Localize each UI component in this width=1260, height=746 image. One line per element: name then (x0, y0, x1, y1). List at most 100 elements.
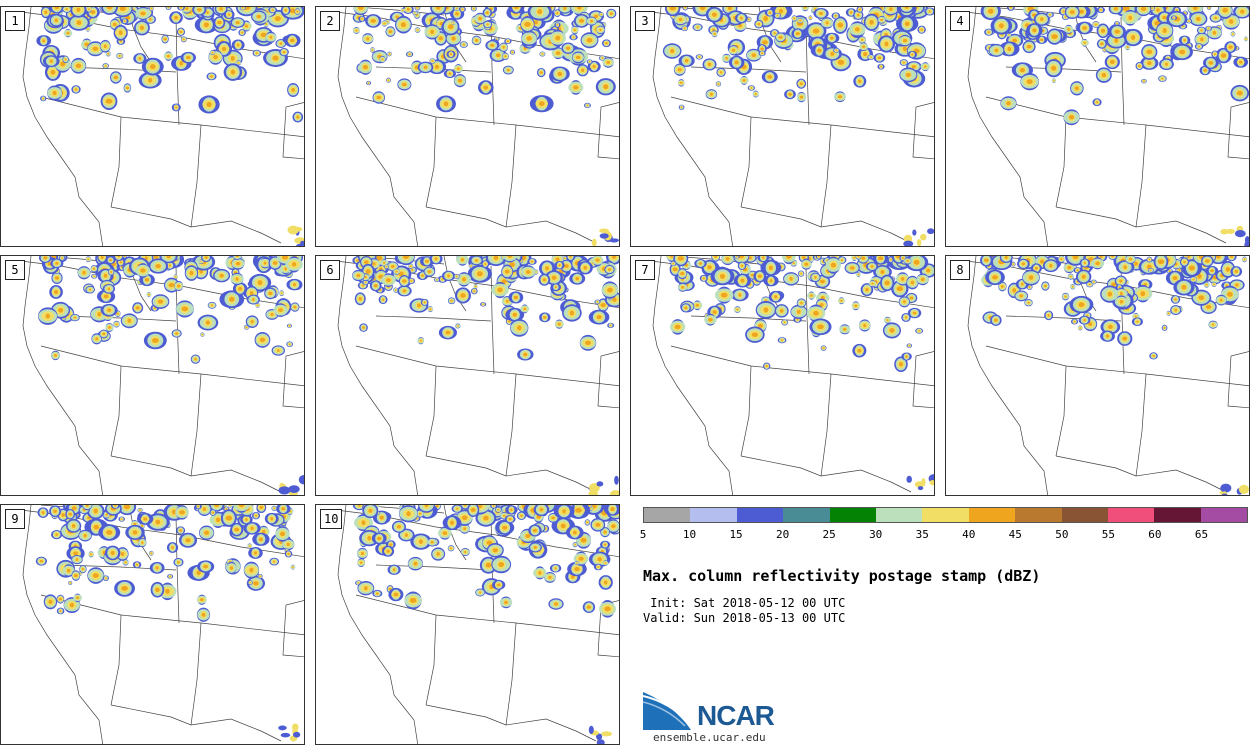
echo-cell (1077, 325, 1083, 331)
colorbar-segment (1200, 508, 1248, 522)
echo-cell (599, 233, 609, 239)
echo-cell (63, 28, 73, 38)
echo-cell (120, 313, 138, 329)
echo-cell (844, 261, 860, 274)
echo-cell (436, 95, 456, 113)
echo-cell (117, 505, 137, 516)
echo-cell (110, 71, 122, 84)
echo-cell (1026, 23, 1043, 38)
colorbar-segment (875, 508, 923, 522)
echo-cell (417, 61, 434, 74)
reflectivity-map (20, 7, 304, 246)
echo-cell (692, 23, 703, 31)
echo-cell (369, 280, 382, 292)
echo-cell (391, 520, 407, 533)
echo-cell (856, 271, 861, 278)
echo-cell (294, 8, 301, 15)
echo-cell (370, 47, 375, 53)
stamp-panel: 7 (630, 255, 935, 496)
echo-cell (711, 30, 718, 38)
echo-cell (372, 91, 386, 104)
echo-cell (478, 80, 494, 95)
echo-cell (290, 564, 296, 570)
echo-cell (219, 290, 245, 309)
echo-cell (677, 282, 688, 292)
echo-cell (1123, 28, 1143, 47)
echo-cell (208, 49, 223, 65)
echo-cell (1187, 7, 1204, 16)
reflectivity-map (335, 505, 619, 744)
echo-cell (194, 505, 202, 510)
echo-cell (550, 283, 562, 291)
echo-cell (414, 27, 421, 33)
echo-cell (1095, 67, 1112, 83)
echo-cell (246, 575, 266, 591)
echo-cell (891, 280, 909, 298)
echo-cell (595, 78, 616, 96)
stamp-panel: 2 (315, 6, 620, 247)
echo-cell (456, 256, 469, 266)
panel-number-label: 2 (320, 11, 340, 31)
echo-cell (1026, 284, 1033, 291)
echo-cell (1238, 484, 1249, 494)
echo-cell (1063, 109, 1080, 126)
colorbar-segment (968, 508, 1016, 522)
echo-cell (1199, 65, 1211, 76)
echo-cell (499, 596, 513, 609)
echo-cell (399, 505, 418, 523)
echo-cell (562, 304, 582, 322)
echo-cell (810, 43, 829, 58)
echo-cell (505, 505, 518, 515)
colorbar-tick-label: 5 (639, 528, 647, 541)
colorbar-tick-label: 35 (915, 528, 929, 541)
echo-cell (397, 256, 415, 266)
echo-cell (381, 20, 388, 27)
echo-cell (746, 48, 762, 62)
echo-cell (1211, 50, 1219, 58)
echo-cell (145, 513, 170, 531)
echo-cell (528, 524, 542, 537)
echo-cell (70, 57, 87, 74)
echo-cell (122, 559, 129, 566)
echo-cell (1108, 24, 1126, 39)
echo-cell (807, 291, 816, 300)
echo-cell (387, 51, 392, 57)
echo-cell (190, 354, 201, 364)
echo-cell (906, 275, 919, 290)
echo-cell (988, 43, 1004, 57)
echo-cell (51, 350, 60, 361)
echo-cell (1096, 38, 1107, 49)
echo-cell (1092, 21, 1100, 28)
echo-cell (1079, 258, 1091, 268)
echo-cell (898, 296, 910, 308)
echo-cell (1045, 11, 1054, 18)
echo-cell (570, 25, 579, 35)
colorbar-tick-label: 60 (1148, 528, 1162, 541)
echo-cell (482, 7, 493, 18)
echo-cell (357, 558, 365, 568)
echo-cell (502, 65, 514, 75)
echo-cell (87, 567, 105, 584)
echo-cell (824, 32, 840, 44)
echo-cell (395, 15, 412, 34)
echo-cell (491, 555, 512, 574)
echo-cell (521, 30, 538, 47)
echo-cell (547, 512, 559, 523)
echo-cell (903, 257, 912, 265)
echo-cell (71, 554, 83, 565)
echo-cell (1170, 15, 1177, 21)
echo-cell (493, 36, 500, 42)
echo-cell (1222, 13, 1240, 30)
echo-cell (475, 509, 497, 527)
echo-cell (150, 581, 165, 598)
echo-cell (503, 256, 517, 263)
echo-cell (516, 511, 527, 520)
echo-cell (453, 73, 467, 88)
echo-cell (251, 511, 261, 520)
echo-cell (576, 64, 589, 77)
echo-cell (483, 20, 493, 29)
echo-cell (566, 525, 584, 540)
echo-cell (833, 47, 840, 53)
echo-cell (929, 480, 934, 486)
echo-cell (366, 80, 372, 86)
